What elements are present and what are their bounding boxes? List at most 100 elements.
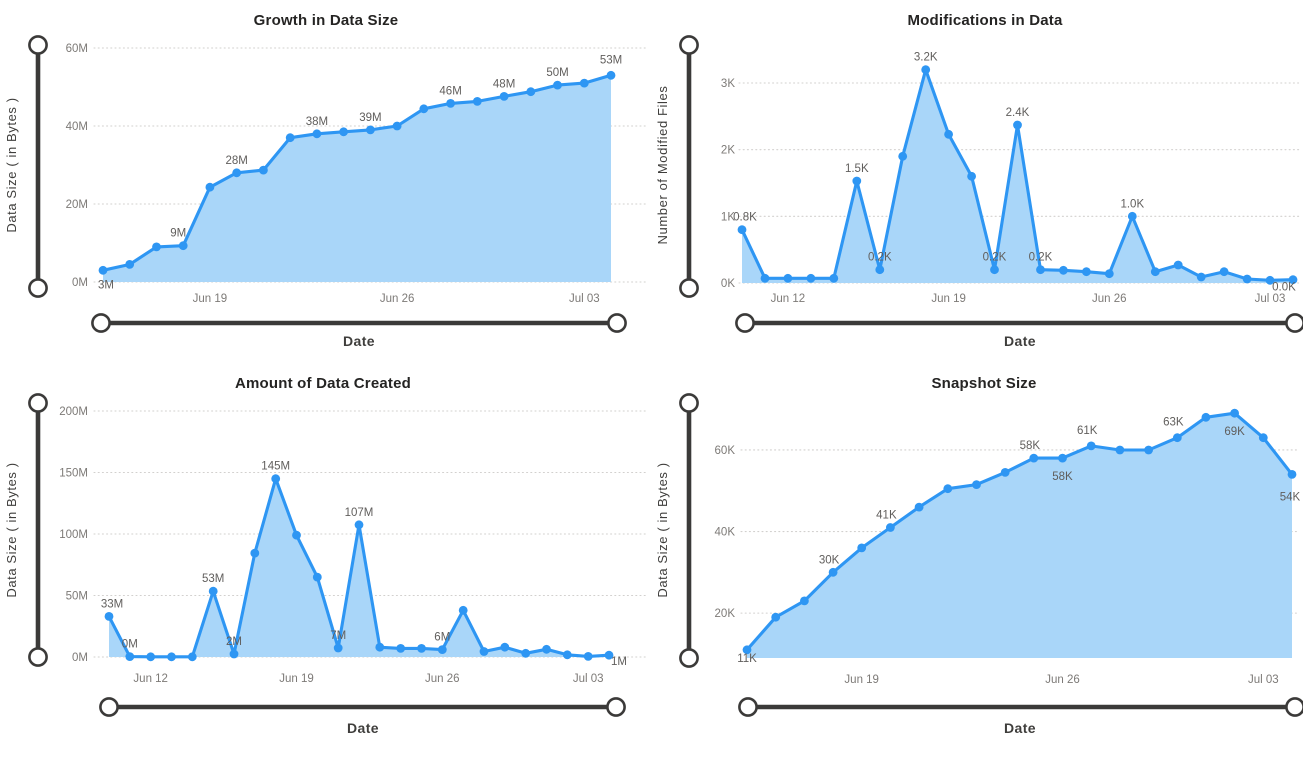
data-point[interactable] bbox=[944, 129, 953, 139]
data-point[interactable] bbox=[479, 647, 489, 656]
data-point[interactable] bbox=[898, 151, 908, 161]
data-point[interactable] bbox=[229, 649, 239, 659]
y-range-slider-handle-bottom[interactable] bbox=[679, 648, 699, 668]
data-point[interactable] bbox=[972, 480, 981, 489]
data-point[interactable] bbox=[921, 65, 931, 75]
data-point[interactable] bbox=[1219, 267, 1229, 277]
data-point[interactable] bbox=[104, 612, 114, 621]
data-point[interactable] bbox=[553, 80, 562, 90]
data-point[interactable] bbox=[1104, 269, 1114, 279]
data-point[interactable] bbox=[943, 484, 953, 494]
data-point[interactable] bbox=[1013, 120, 1022, 130]
data-point[interactable] bbox=[542, 644, 551, 654]
data-point[interactable] bbox=[606, 70, 616, 80]
data-point[interactable] bbox=[1058, 453, 1067, 463]
data-point[interactable] bbox=[292, 530, 301, 540]
data-point[interactable] bbox=[437, 645, 447, 654]
data-point[interactable] bbox=[562, 650, 572, 660]
y-range-slider-handle-bottom[interactable] bbox=[679, 278, 699, 298]
data-point[interactable] bbox=[1036, 265, 1045, 275]
data-point[interactable] bbox=[1172, 433, 1182, 443]
data-point[interactable] bbox=[285, 133, 295, 143]
data-point[interactable] bbox=[1059, 265, 1068, 275]
data-point[interactable] bbox=[366, 125, 375, 135]
data-point[interactable] bbox=[152, 242, 161, 252]
data-point[interactable] bbox=[967, 171, 976, 181]
data-point[interactable] bbox=[1150, 267, 1160, 277]
data-point[interactable] bbox=[392, 121, 402, 131]
data-point[interactable] bbox=[271, 474, 281, 484]
data-point[interactable] bbox=[446, 99, 455, 108]
data-point[interactable] bbox=[829, 273, 839, 283]
data-point[interactable] bbox=[375, 642, 385, 652]
y-range-slider-handle-bottom[interactable] bbox=[28, 278, 48, 298]
data-point[interactable] bbox=[990, 265, 999, 275]
x-range-slider-handle-right[interactable] bbox=[1285, 697, 1303, 717]
data-point[interactable] bbox=[1258, 433, 1268, 443]
data-point[interactable] bbox=[396, 644, 406, 653]
data-point[interactable] bbox=[472, 97, 482, 106]
data-point[interactable] bbox=[852, 176, 862, 186]
x-range-slider-handle-left[interactable] bbox=[738, 697, 758, 717]
data-point[interactable] bbox=[187, 652, 197, 662]
x-range-slider-handle-left[interactable] bbox=[91, 313, 111, 333]
data-point[interactable] bbox=[312, 129, 322, 139]
data-point[interactable] bbox=[526, 87, 536, 97]
data-point[interactable] bbox=[1265, 275, 1275, 285]
y-range-slider-handle-top[interactable] bbox=[679, 393, 699, 413]
data-point[interactable] bbox=[1127, 211, 1137, 221]
data-point[interactable] bbox=[312, 572, 322, 582]
y-range-slider-handle-bottom[interactable] bbox=[28, 647, 48, 667]
y-range-slider-handle-top[interactable] bbox=[28, 35, 48, 55]
y-range-slider-handle-top[interactable] bbox=[679, 35, 699, 55]
data-point[interactable] bbox=[886, 523, 895, 532]
data-point[interactable] bbox=[232, 168, 242, 178]
data-point[interactable] bbox=[499, 92, 509, 101]
data-point[interactable] bbox=[583, 652, 593, 661]
data-point[interactable] bbox=[417, 644, 426, 653]
data-point[interactable] bbox=[259, 165, 268, 175]
data-point[interactable] bbox=[125, 260, 135, 269]
data-point[interactable] bbox=[1115, 445, 1125, 455]
data-point[interactable] bbox=[1230, 408, 1239, 418]
data-point[interactable] bbox=[1029, 453, 1039, 463]
data-point[interactable] bbox=[354, 520, 364, 530]
data-point[interactable] bbox=[1201, 412, 1211, 422]
data-point[interactable] bbox=[125, 652, 135, 661]
data-point[interactable] bbox=[1242, 274, 1252, 284]
x-range-slider-handle-right[interactable] bbox=[607, 313, 627, 333]
data-point[interactable] bbox=[98, 265, 108, 275]
data-point[interactable] bbox=[1082, 267, 1091, 277]
data-point[interactable] bbox=[458, 605, 468, 615]
data-point[interactable] bbox=[521, 648, 531, 658]
data-point[interactable] bbox=[500, 642, 510, 652]
data-point[interactable] bbox=[806, 273, 816, 283]
data-point[interactable] bbox=[857, 543, 867, 553]
data-point[interactable] bbox=[771, 612, 781, 622]
data-point[interactable] bbox=[760, 273, 770, 283]
x-range-slider-handle-left[interactable] bbox=[735, 313, 755, 333]
data-point[interactable] bbox=[178, 241, 188, 251]
data-point[interactable] bbox=[419, 104, 429, 114]
data-point[interactable] bbox=[875, 265, 885, 275]
data-point[interactable] bbox=[828, 567, 838, 577]
data-point[interactable] bbox=[1288, 275, 1298, 285]
data-point[interactable] bbox=[1144, 445, 1153, 455]
data-point[interactable] bbox=[1287, 470, 1297, 479]
data-point[interactable] bbox=[737, 225, 747, 235]
data-point[interactable] bbox=[250, 548, 260, 558]
data-point[interactable] bbox=[1000, 468, 1010, 477]
data-point[interactable] bbox=[1196, 272, 1206, 282]
data-point[interactable] bbox=[208, 586, 218, 596]
data-point[interactable] bbox=[1173, 260, 1183, 270]
x-range-slider-handle-right[interactable] bbox=[606, 697, 626, 717]
data-point[interactable] bbox=[783, 273, 793, 283]
data-point[interactable] bbox=[146, 652, 156, 662]
data-point[interactable] bbox=[333, 643, 343, 653]
x-range-slider-handle-right[interactable] bbox=[1285, 313, 1303, 333]
data-point[interactable] bbox=[914, 502, 924, 512]
data-point[interactable] bbox=[742, 645, 752, 655]
data-point[interactable] bbox=[1086, 441, 1096, 451]
data-point[interactable] bbox=[339, 127, 348, 137]
data-point[interactable] bbox=[604, 650, 614, 660]
